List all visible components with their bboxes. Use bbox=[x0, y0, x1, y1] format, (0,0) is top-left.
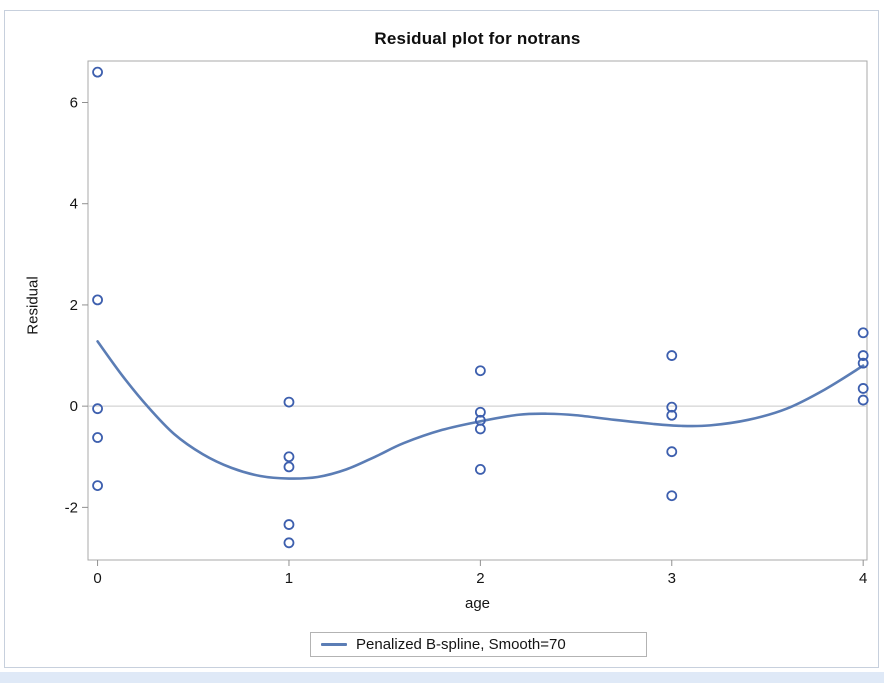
scatter-marker bbox=[857, 357, 869, 369]
spline-curve bbox=[96, 340, 865, 480]
x-tick-label: 2 bbox=[476, 570, 484, 587]
axis-ticks: 6 4 2 0 -2 0 1 2 3 4 bbox=[65, 94, 868, 587]
penalized-bspline-curve bbox=[96, 340, 865, 480]
scatter-marker bbox=[92, 403, 103, 415]
scatter-marker bbox=[283, 451, 295, 463]
scatter-marker bbox=[283, 537, 295, 549]
y-tick-label: -2 bbox=[65, 499, 78, 516]
scatter-marker bbox=[92, 480, 103, 492]
x-tick-label: 0 bbox=[93, 570, 101, 587]
scatter-marker bbox=[857, 383, 869, 394]
scatter-marker bbox=[666, 490, 678, 502]
scatter-marker bbox=[474, 365, 486, 377]
scatter-marker bbox=[666, 409, 678, 421]
y-tick-label: 0 bbox=[70, 398, 78, 415]
legend-label: Penalized B-spline, Smooth=70 bbox=[356, 636, 566, 653]
legend-line-swatch bbox=[321, 643, 347, 646]
y-tick-label: 6 bbox=[70, 94, 78, 111]
page-background-strip bbox=[0, 672, 884, 683]
scatter-points bbox=[92, 66, 869, 549]
scatter-marker bbox=[857, 394, 869, 406]
scatter-marker bbox=[666, 401, 678, 413]
scatter-marker bbox=[666, 446, 678, 458]
y-tick-label: 4 bbox=[70, 196, 78, 213]
scatter-marker bbox=[474, 423, 486, 435]
scatter-marker bbox=[474, 406, 486, 418]
scatter-marker bbox=[857, 350, 869, 361]
scatter-marker bbox=[666, 350, 678, 361]
x-tick-label: 1 bbox=[285, 570, 293, 587]
scatter-marker bbox=[92, 294, 103, 306]
scatter-marker bbox=[283, 461, 295, 473]
x-tick-label: 4 bbox=[859, 570, 867, 587]
scatter-marker bbox=[283, 396, 295, 408]
plot-frame bbox=[87, 60, 868, 561]
y-axis-label: Residual bbox=[24, 276, 42, 335]
legend: Penalized B-spline, Smooth=70 bbox=[310, 632, 647, 657]
scatter-marker bbox=[857, 327, 869, 339]
chart-title: Residual plot for notrans bbox=[374, 29, 581, 48]
scatter-marker bbox=[474, 464, 486, 475]
y-tick-label: 2 bbox=[70, 297, 78, 314]
scatter-marker bbox=[92, 66, 103, 78]
plot-frame-rect bbox=[87, 60, 868, 561]
x-axis-label: age bbox=[464, 595, 491, 612]
scatter-marker bbox=[92, 432, 103, 443]
scatter-marker bbox=[283, 519, 295, 530]
x-tick-label: 3 bbox=[668, 570, 676, 587]
